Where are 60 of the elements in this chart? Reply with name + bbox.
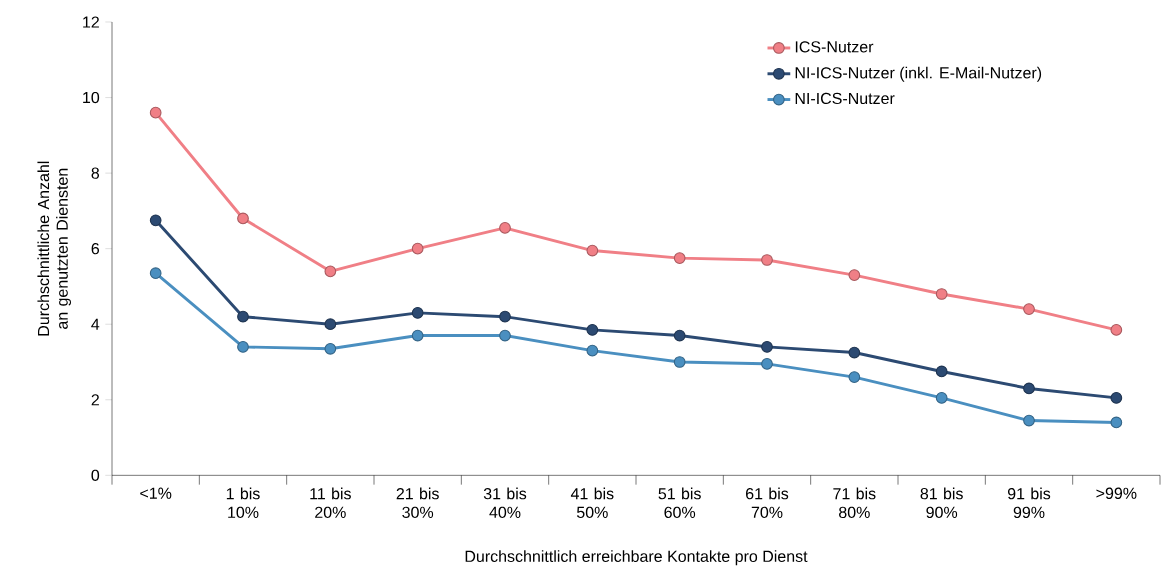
point [761,341,773,353]
y-tick-label: 12 [83,16,99,28]
point [761,358,773,370]
y-tick-label: 10 [83,91,100,104]
legend-label: ICS-Nutzer [795,41,874,53]
point [411,329,424,342]
point [499,222,511,234]
point [149,267,162,280]
point [848,371,861,383]
x-tick-label: 41 bis 50% [570,487,614,519]
point [935,288,948,300]
point [1110,324,1123,336]
point [1023,414,1035,427]
y-tick-label: 2 [91,394,99,406]
point [935,365,948,378]
point [149,214,162,227]
point [324,265,337,278]
point [499,310,511,323]
x-tick-label: 51 bis 60% [658,487,701,519]
point [848,346,861,359]
point [1110,392,1123,404]
legend-label: NI-ICS-Nutzer (inkl. E-Mail-Nutzer) [795,66,1042,82]
legend-label: NI-ICS-Nutzer [795,92,895,105]
point [411,307,424,319]
x-tick-label: 1 bis 10% [226,487,260,519]
y-tick-label: 8 [91,167,100,179]
x-tick-label: 91 bis 99% [1007,487,1051,519]
x-tick-label: 71 bis 80% [833,487,876,519]
y-axis-title: Durchschnittliche Anzahl an genutzten Diensten [37,161,72,336]
x-tick-label: 81 bis 90% [920,487,963,519]
point [586,324,599,336]
point [149,106,162,119]
point [1023,303,1035,315]
y-tick-label: 0 [91,469,100,481]
y-tick-label: 4 [91,318,100,330]
point [673,252,686,264]
point [848,269,861,281]
point [586,344,599,357]
point [1110,416,1123,429]
point [586,244,599,257]
x-tick-label: <1% [140,487,172,499]
x-tick-label: 11 bis 20% [310,487,351,519]
x-tick-label: 31 bis 40% [483,487,527,519]
point [237,341,249,353]
point [761,254,773,266]
point [673,329,686,342]
point [1023,382,1035,395]
point [935,392,948,404]
point [237,212,249,225]
point [324,342,337,355]
point [673,356,686,368]
point [324,318,337,331]
point [499,329,511,342]
x-tick-label: >99% [1096,487,1137,499]
point [237,310,249,323]
y-tick-label: 6 [91,243,100,255]
point [411,242,424,255]
x-axis-title: Durchschnittlich erreichbare Kontakte pro Dienst [465,550,808,566]
x-tick-label: 61 bis 70% [746,487,789,519]
x-tick-label: 21 bis 30% [396,487,439,519]
